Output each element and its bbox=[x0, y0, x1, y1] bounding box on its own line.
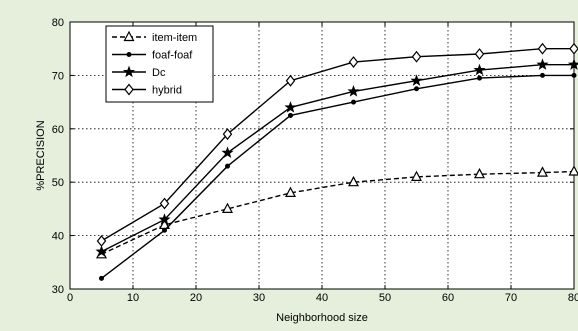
legend-marker-foaf-foaf bbox=[127, 53, 131, 57]
y-axis-label: %PRECISION bbox=[35, 120, 47, 190]
legend-label-foaf-foaf: foaf-foaf bbox=[152, 50, 193, 62]
data-point-foaf-foaf bbox=[478, 76, 482, 80]
data-point-foaf-foaf bbox=[226, 164, 230, 168]
x-tick-label: 20 bbox=[190, 292, 202, 304]
data-point-foaf-foaf bbox=[541, 73, 545, 77]
x-tick-label: 70 bbox=[505, 292, 517, 304]
x-tick-label: 80 bbox=[568, 292, 578, 304]
y-tick-label: 50 bbox=[52, 177, 64, 189]
x-tick-label: 40 bbox=[316, 292, 328, 304]
data-point-foaf-foaf bbox=[100, 276, 104, 280]
x-tick-label: 30 bbox=[253, 292, 265, 304]
y-tick-label: 70 bbox=[52, 70, 64, 82]
data-point-foaf-foaf bbox=[352, 100, 356, 104]
legend-label-item-item: item-item bbox=[152, 32, 197, 44]
y-tick-label: 30 bbox=[52, 284, 64, 296]
y-tick-label: 60 bbox=[52, 124, 64, 136]
legend-label-hybrid: hybrid bbox=[152, 85, 182, 97]
x-tick-label: 10 bbox=[127, 292, 139, 304]
data-point-foaf-foaf bbox=[415, 87, 419, 91]
x-axis-label: Neighborhood size bbox=[276, 312, 368, 324]
legend-label-dc: Dc bbox=[152, 67, 166, 79]
data-point-foaf-foaf bbox=[289, 113, 293, 117]
y-tick-label: 80 bbox=[52, 17, 64, 29]
data-point-foaf-foaf bbox=[163, 228, 167, 232]
y-tick-label: 40 bbox=[52, 231, 64, 243]
x-tick-label: 0 bbox=[67, 292, 73, 304]
x-tick-label: 50 bbox=[379, 292, 391, 304]
x-tick-label: 60 bbox=[442, 292, 454, 304]
legend: item-item foaf-foaf Dc hybrid bbox=[106, 26, 213, 102]
data-point-foaf-foaf bbox=[572, 73, 576, 77]
